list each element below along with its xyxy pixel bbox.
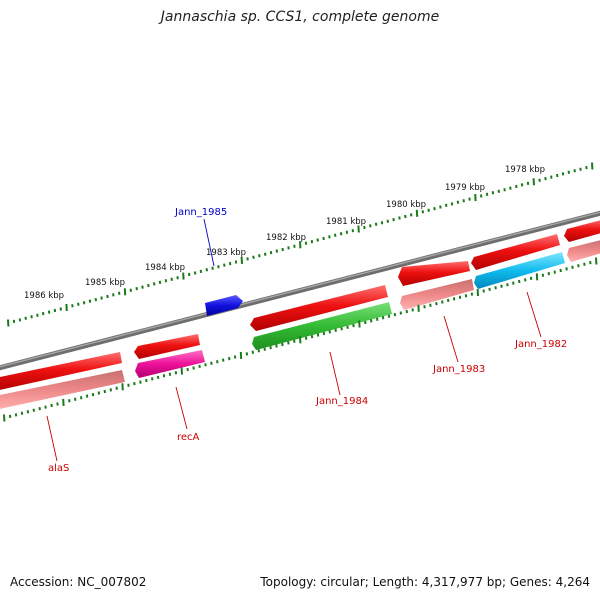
label-leaders: [46, 291, 542, 462]
gene-jann-1984-red[interactable]: [250, 285, 388, 331]
gene-right-red[interactable]: [564, 219, 600, 242]
label-jann-1983: Jann_1983: [432, 364, 485, 375]
leader-reca: [175, 386, 188, 430]
label-alas: alaS: [48, 463, 69, 474]
scale-label: 1980 kbp: [386, 200, 426, 210]
scale-label: 1979 kbp: [445, 183, 485, 193]
accession-text: Accession: NC_007802: [10, 575, 147, 589]
gene-reca[interactable]: [135, 350, 205, 378]
scale-label: 1981 kbp: [326, 217, 366, 227]
gene-reca-red[interactable]: [134, 334, 200, 359]
label-jann-1982: Jann_1982: [514, 339, 567, 350]
label-leader-jann-1985: [203, 218, 215, 267]
gene-jann-1983-reverse[interactable]: [400, 279, 474, 310]
leader-alas: [46, 415, 58, 462]
label-jann-1984: Jann_1984: [315, 396, 368, 407]
forward-genes: [0, 219, 600, 391]
scale-label: 1984 kbp: [145, 263, 185, 273]
gene-jann-1984[interactable]: [252, 302, 392, 350]
inner-scale: [3, 257, 598, 422]
genome-backbone: [0, 210, 600, 371]
genome-backbone-highlight: [0, 211, 600, 368]
gene-jann-1982-red[interactable]: [471, 234, 560, 270]
scale-label: 1983 kbp: [206, 248, 246, 258]
gene-jann-1985[interactable]: [205, 295, 243, 316]
label-reca: recA: [177, 432, 200, 443]
map-title: Jannaschia sp. CCS1, complete genome: [160, 9, 440, 25]
scale-label: 1982 kbp: [266, 233, 306, 243]
label-jann-1985: Jann_1985: [174, 207, 227, 218]
scale-label: 1986 kbp: [24, 291, 64, 301]
leader-jann-1983: [443, 315, 459, 363]
gene-alas[interactable]: [0, 352, 122, 391]
scale-labels: 1986 kbp 1985 kbp 1984 kbp 1983 kbp 1982…: [24, 165, 545, 301]
gene-alas-reverse[interactable]: [0, 370, 125, 410]
scale-label: 1978 kbp: [505, 165, 545, 175]
gene-right-reverse[interactable]: [567, 239, 600, 262]
gene-jann-1982[interactable]: [474, 252, 565, 289]
leader-jann-1984: [329, 351, 341, 396]
gene-jann-1983-red[interactable]: [398, 261, 470, 286]
gene-labels: alaS recA Jann_1984 Jann_1983 Jann_1982: [48, 339, 567, 474]
reverse-genes: [0, 239, 600, 410]
topology-text: Topology: circular; Length: 4,317,977 bp…: [260, 575, 590, 589]
scale-label: 1985 kbp: [85, 278, 125, 288]
outer-scale: [7, 162, 594, 327]
leader-jann-1982: [526, 291, 542, 338]
